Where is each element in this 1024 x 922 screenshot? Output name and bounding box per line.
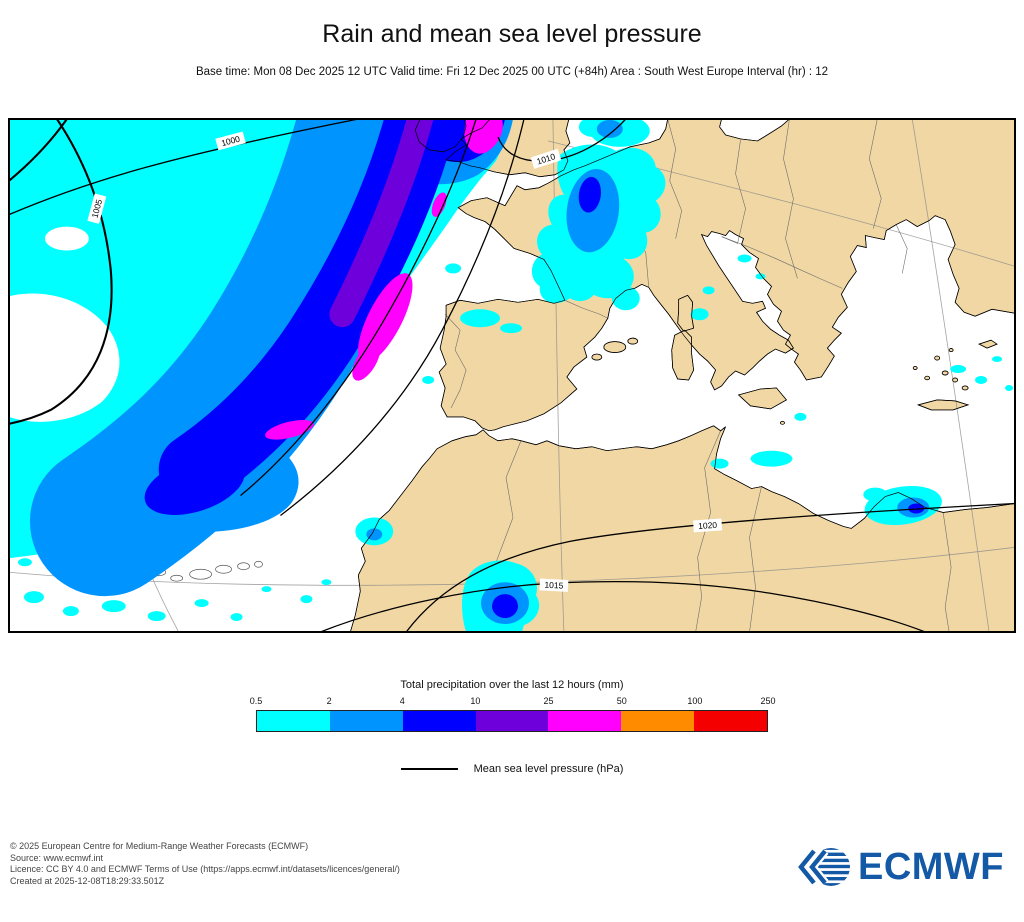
isobar-label: 1020 [693,518,723,533]
colorbar-tick: 25 [543,696,554,706]
ecmwf-logo: ECMWF [797,843,1004,891]
isobar-label: 1010 [530,148,562,169]
svg-text:1005: 1005 [90,198,105,219]
precip-legend-title: Total precipitation over the last 12 hou… [400,679,624,691]
map-canvas: 1000 1005 1010 1020 1015 [9,119,1015,632]
colorbar [256,710,768,732]
colorbar-tick: 100 [687,696,703,706]
isobar-label: 1015 [539,578,569,592]
colorbar-segment [548,711,622,731]
colorbar-tick: 2 [326,696,332,706]
colorbar-tick: 50 [616,696,627,706]
svg-text:1015: 1015 [544,580,564,591]
ecmwf-globe-icon [797,848,850,886]
isobar-label-layer: 1000 1005 1010 1020 1015 [87,131,723,592]
isobar-layer [9,119,1015,632]
colorbar-segment [694,711,768,731]
weather-map: 1000 1005 1010 1020 1015 [8,118,1016,633]
isobar-line-sample [400,768,458,770]
colorbar-segment [621,711,695,731]
footer-attribution: © 2025 European Centre for Medium-Range … [10,841,400,887]
footer-source: Source: www.ecmwf.int [10,852,104,863]
colorbar-tick: 250 [760,696,776,706]
precip-colorbar: 0.5 2 4 10 25 50 100 250 [250,696,776,732]
colorbar-tick: 10 [470,696,481,706]
page-title: Rain and mean sea level pressure [322,20,702,48]
map-border [9,119,1015,632]
colorbar-tick: 4 [399,696,405,706]
svg-text:1020: 1020 [698,520,718,531]
mslp-legend-label: Mean sea level pressure (hPa) [473,763,624,775]
page-subtitle: Base time: Mon 08 Dec 2025 12 UTC Valid … [195,66,829,78]
colorbar-tick: 0.5 [249,696,263,706]
footer-licence: Licence: CC BY 4.0 and ECMWF Terms of Us… [10,864,400,874]
colorbar-segment [329,711,403,731]
colorbar-segment [402,711,476,731]
footer-created-at: Created at 2025-12-08T18:29:33.501Z [10,875,165,886]
colorbar-ticks: 0.5 2 4 10 25 50 100 250 [250,696,776,708]
colorbar-segment [475,711,549,731]
isobar-label: 1000 [215,131,246,151]
ecmwf-wordmark: ECMWF [857,846,1004,888]
footer-copyright: © 2025 European Centre for Medium-Range … [10,841,309,851]
precipitation-layer [9,119,1014,632]
svg-text:1000: 1000 [220,134,241,149]
colorbar-segment [257,711,330,731]
mslp-legend: Mean sea level pressure (hPa) [0,763,1024,775]
isobar-label: 1005 [87,193,107,224]
